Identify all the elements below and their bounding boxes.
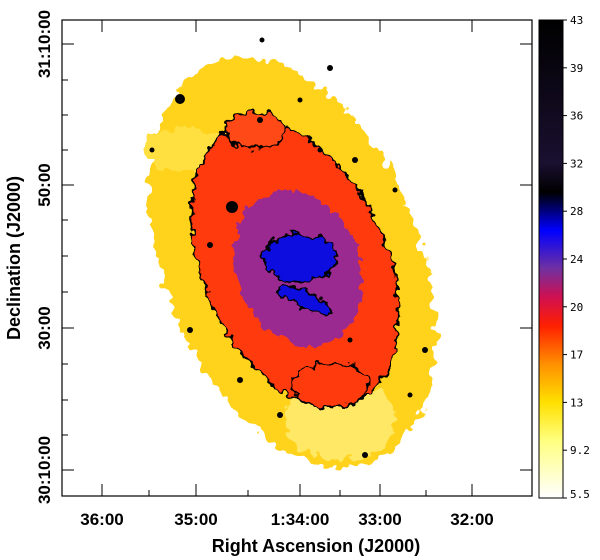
- colorbar: 43 39 36 32 28 24 20 17 13 9.2 5.5: [538, 14, 590, 501]
- colorbar-ticks: [563, 19, 567, 499]
- colorbar-label: 32: [570, 157, 583, 170]
- colorbar-label: 39: [570, 62, 583, 75]
- colorbar-gradient: [538, 19, 564, 499]
- x-tick-label: 35:00: [174, 510, 217, 529]
- galaxy-map: [145, 37, 436, 468]
- dark-speckles: [149, 37, 428, 458]
- blue-core: [263, 233, 337, 283]
- y-axis-ticks: [62, 43, 532, 471]
- y-tick-label: 50:00: [35, 163, 54, 206]
- colorbar-label: 17: [570, 349, 583, 362]
- x-axis-title: Right Ascension (J2000): [212, 536, 420, 556]
- colorbar-label: 24: [570, 253, 584, 266]
- x-tick-label: 36:00: [80, 510, 123, 529]
- blue-arc: [276, 284, 334, 316]
- y-tick-label: 30:00: [35, 306, 54, 349]
- red-lobe-north: [224, 111, 286, 149]
- colorbar-label: 20: [570, 301, 583, 314]
- red-lobe-south: [291, 362, 369, 408]
- y-tick-label: 31:10:00: [35, 10, 54, 78]
- x-tick-label: 1:34:00: [271, 510, 330, 529]
- colorbar-label: 9.2: [570, 444, 590, 457]
- y-tick-labels: 31:10:00 50:00 30:00 30:10:00: [35, 10, 54, 504]
- y-tick-label: 30:10:00: [35, 436, 54, 504]
- x-tick-label: 32:00: [450, 510, 493, 529]
- colorbar-labels: 43 39 36 32 28 24 20 17 13 9.2 5.5: [570, 14, 590, 501]
- colorbar-label: 5.5: [570, 488, 590, 501]
- x-axis-ticks: [101, 20, 473, 496]
- x-tick-label: 33:00: [358, 510, 401, 529]
- colorbar-label: 13: [570, 396, 583, 409]
- colorbar-label: 36: [570, 110, 583, 123]
- y-axis-title: Declination (J2000): [4, 176, 24, 340]
- x-tick-labels: 36:00 35:00 1:34:00 33:00 32:00: [80, 510, 493, 529]
- colorbar-label: 28: [570, 205, 583, 218]
- colorbar-label: 43: [570, 14, 583, 27]
